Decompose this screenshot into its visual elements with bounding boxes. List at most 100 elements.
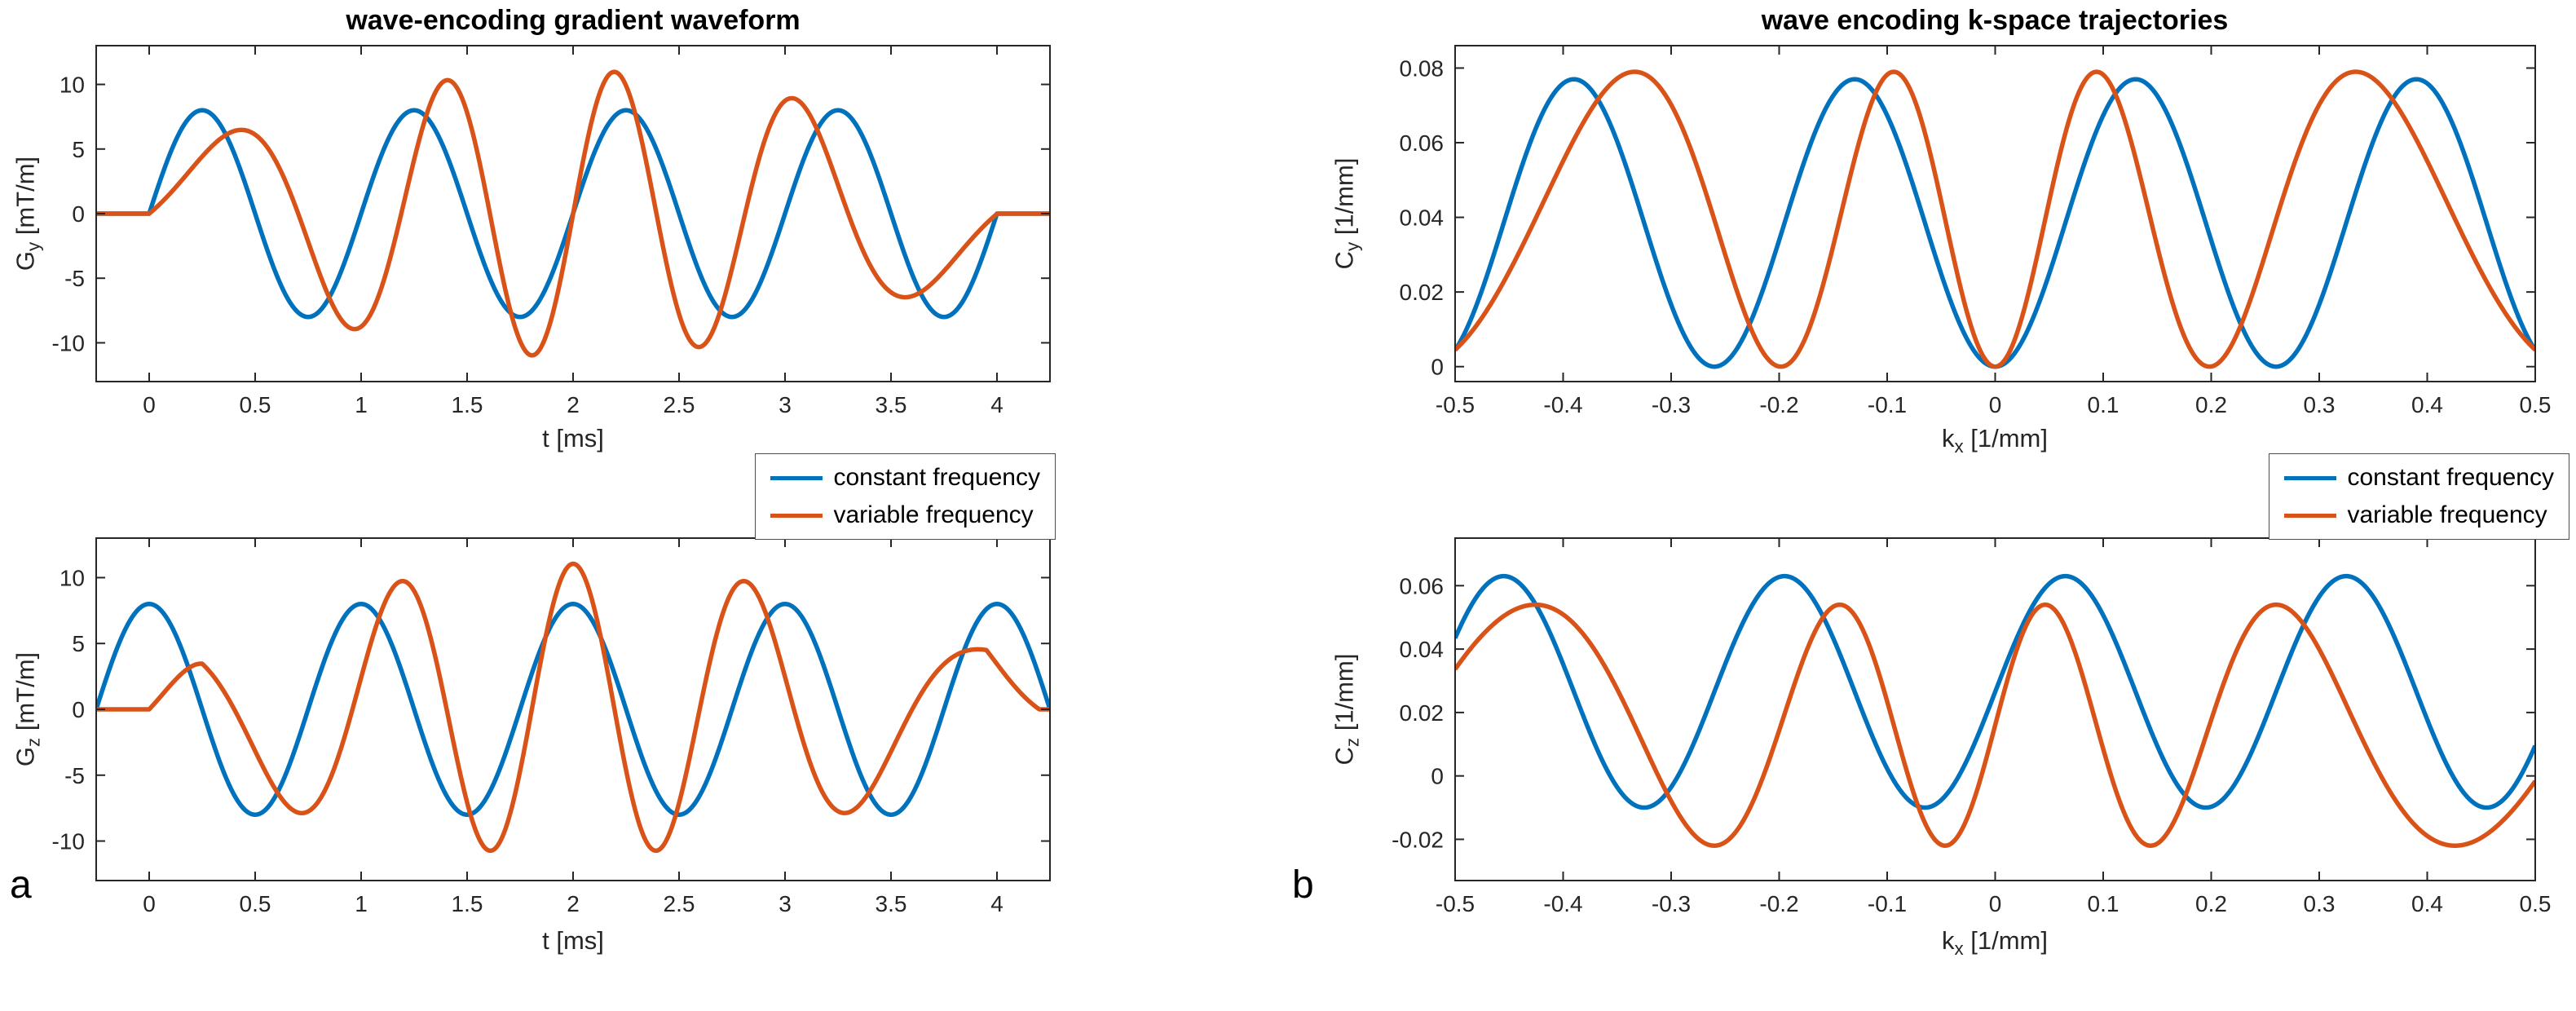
legend-right: constant frequency variable frequency — [2268, 453, 2569, 540]
gy-axis-label-text: G — [11, 251, 40, 272]
svg-text:0.4: 0.4 — [2411, 891, 2443, 916]
svg-text:0: 0 — [1989, 891, 2002, 916]
svg-text:0.08: 0.08 — [1400, 55, 1445, 81]
svg-text:-0.5: -0.5 — [1436, 891, 1475, 916]
svg-text:10: 10 — [60, 73, 85, 98]
cy-trajectory-plot: -0.5 -0.4 -0.3 -0.2 -0.1 0 0.1 0.2 0.3 0.4 0.5 0 0.0… — [1400, 45, 2551, 417]
legend-item-constant-frequency: constant frequency — [2283, 464, 2555, 492]
gy-axis-label: Gy [mT/m] — [11, 157, 44, 271]
svg-text:0.5: 0.5 — [240, 891, 271, 916]
svg-text:3.5: 3.5 — [876, 891, 907, 916]
legend-label-constant-frequency: constant frequency — [2347, 464, 2555, 491]
svg-text:0: 0 — [1989, 392, 2002, 417]
t-axis-label-top-text: t [ms] — [542, 424, 604, 453]
svg-text:0.3: 0.3 — [2304, 392, 2336, 417]
legend-item-variable-frequency: variable frequency — [2283, 501, 2555, 529]
cz-axis-label-text: C — [1330, 747, 1359, 766]
cz-axis-label: Cz [1/mm] — [1330, 654, 1363, 766]
legend-label-constant-frequency: constant frequency — [833, 464, 1041, 491]
legend-line-blue-icon — [770, 475, 823, 480]
t-axis-label-bottom: t [ms] — [542, 926, 604, 960]
panel-label-a: a — [10, 863, 32, 907]
svg-text:-0.4: -0.4 — [1543, 392, 1582, 417]
svg-text:0.5: 0.5 — [240, 392, 271, 417]
legend-label-variable-frequency: variable frequency — [2347, 501, 2547, 528]
svg-text:0.04: 0.04 — [1400, 205, 1445, 231]
panel-label-b: b — [1292, 863, 1314, 907]
svg-text:4: 4 — [990, 392, 1003, 417]
svg-text:-5: -5 — [64, 266, 85, 291]
svg-text:-10: -10 — [52, 829, 85, 854]
svg-text:3: 3 — [779, 392, 792, 417]
svg-text:0.02: 0.02 — [1400, 700, 1445, 726]
kx-axis-label-bottom-unit: [1/mm] — [1963, 926, 2048, 955]
svg-text:0.02: 0.02 — [1400, 280, 1445, 305]
svg-text:2: 2 — [567, 891, 580, 916]
cz-axis-label-sub: z — [1342, 737, 1363, 748]
kx-axis-label-bottom: kx [1/mm] — [1942, 926, 2048, 960]
cy-axis-label: Cy [1/mm] — [1330, 158, 1363, 270]
svg-text:5: 5 — [72, 137, 85, 162]
gz-axis-label-text: G — [11, 747, 40, 767]
svg-text:0.5: 0.5 — [2520, 392, 2552, 417]
svg-text:3: 3 — [779, 891, 792, 916]
svg-text:0: 0 — [72, 697, 85, 722]
svg-text:1: 1 — [355, 392, 368, 417]
cy-axis-label-text: C — [1330, 251, 1359, 270]
svg-text:0.04: 0.04 — [1400, 637, 1445, 662]
svg-text:-0.4: -0.4 — [1543, 891, 1582, 916]
svg-text:-0.2: -0.2 — [1759, 392, 1798, 417]
cy-axis-label-unit: [1/mm] — [1330, 157, 1359, 242]
svg-text:4: 4 — [990, 891, 1003, 916]
kx-axis-label-top-text: k — [1942, 424, 1955, 453]
legend-label-variable-frequency: variable frequency — [833, 501, 1034, 528]
legend-item-variable-frequency: variable frequency — [770, 501, 1041, 529]
legend-line-orange-icon — [770, 513, 823, 518]
svg-text:0.3: 0.3 — [2304, 891, 2336, 916]
svg-text:-0.1: -0.1 — [1868, 392, 1907, 417]
svg-text:-0.3: -0.3 — [1652, 392, 1691, 417]
legend-item-constant-frequency: constant frequency — [770, 464, 1041, 492]
left-panel-title: wave-encoding gradient waveform — [346, 5, 801, 36]
svg-text:0: 0 — [1431, 355, 1444, 380]
gz-gradient-plot: 0 0.5 1 1.5 2 2.5 3 3.5 4 -10 -5 0 5 10 — [52, 537, 1051, 916]
svg-text:5: 5 — [72, 631, 85, 656]
gz-axis-label: Gz [mT/m] — [11, 652, 44, 766]
cy-axis-label-sub: y — [1342, 241, 1363, 252]
legend-left: constant frequency variable frequency — [754, 453, 1056, 540]
svg-text:-0.02: -0.02 — [1392, 827, 1444, 852]
svg-text:-10: -10 — [52, 330, 85, 355]
cz-axis-label-unit: [1/mm] — [1330, 653, 1359, 738]
cz-trajectory-plot: -0.5 -0.4 -0.3 -0.2 -0.1 0 0.1 0.2 0.3 0.4 0.5 -0.0… — [1392, 537, 2551, 916]
legend-line-blue-icon — [2283, 475, 2336, 480]
kx-axis-label-top-unit: [1/mm] — [1963, 424, 2048, 453]
svg-text:-0.1: -0.1 — [1868, 891, 1907, 916]
kx-axis-label-bottom-sub: x — [1954, 938, 1964, 960]
svg-text:-0.5: -0.5 — [1436, 392, 1475, 417]
svg-text:2.5: 2.5 — [664, 891, 695, 916]
svg-text:0.4: 0.4 — [2411, 392, 2443, 417]
svg-text:0: 0 — [72, 201, 85, 227]
gz-axis-label-unit: [mT/m] — [11, 651, 40, 738]
svg-text:3.5: 3.5 — [876, 392, 907, 417]
gz-axis-label-sub: z — [23, 737, 44, 748]
svg-text:0.2: 0.2 — [2195, 891, 2227, 916]
t-axis-label-bottom-text: t [ms] — [542, 926, 604, 955]
kx-axis-label-bottom-text: k — [1942, 926, 1955, 955]
svg-text:1.5: 1.5 — [452, 891, 483, 916]
svg-text:0.06: 0.06 — [1400, 130, 1445, 156]
svg-text:0: 0 — [143, 392, 156, 417]
legend-line-orange-icon — [2283, 513, 2336, 518]
svg-text:0.5: 0.5 — [2520, 891, 2552, 916]
svg-text:0: 0 — [143, 891, 156, 916]
svg-text:-0.3: -0.3 — [1652, 891, 1691, 916]
t-axis-label-top: t [ms] — [542, 424, 604, 457]
svg-text:0.1: 0.1 — [2088, 392, 2119, 417]
svg-text:0: 0 — [1431, 764, 1444, 789]
svg-text:1: 1 — [355, 891, 368, 916]
gy-axis-label-sub: y — [23, 241, 44, 252]
gy-gradient-plot: 0 0.5 1 1.5 2 2.5 3 3.5 4 -10 -5 0 5 10 — [52, 45, 1051, 417]
kx-axis-label-top-sub: x — [1954, 436, 1964, 457]
svg-text:2.5: 2.5 — [664, 392, 695, 417]
